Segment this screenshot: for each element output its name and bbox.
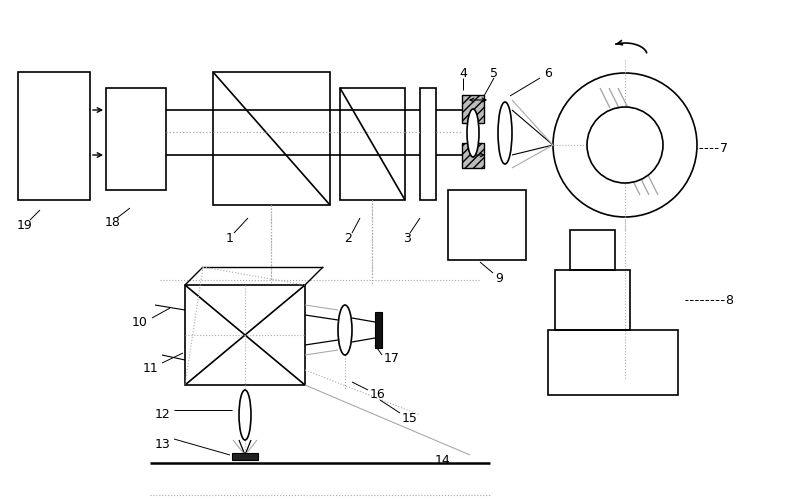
Bar [232,453,258,460]
Ellipse shape [338,305,352,355]
Text: 3: 3 [403,231,411,244]
Text: 5: 5 [490,67,498,80]
Bar [106,88,166,190]
Circle shape [587,107,663,183]
Bar [462,143,484,168]
Text: 12: 12 [154,408,170,421]
Ellipse shape [239,390,251,440]
Bar [570,230,615,270]
Text: 18: 18 [105,215,121,228]
Bar [185,285,305,385]
Bar [555,270,630,330]
Bar [340,88,405,200]
Text: 6: 6 [544,67,552,80]
Text: 15: 15 [402,411,418,424]
Text: 14: 14 [435,453,450,466]
Text: 2: 2 [344,231,352,244]
Text: 13: 13 [154,437,170,450]
Text: 16: 16 [370,388,386,401]
Bar [375,312,382,348]
Text: 8: 8 [725,294,733,307]
Text: 11: 11 [142,362,158,375]
Bar [420,88,436,200]
Text: 4: 4 [459,67,467,80]
Bar [213,72,330,205]
Text: 9: 9 [495,272,503,285]
Bar [448,190,526,260]
Bar [462,95,484,123]
Bar [548,330,678,395]
Text: 1: 1 [226,231,234,244]
Ellipse shape [498,102,512,164]
Text: 19: 19 [17,218,33,231]
Ellipse shape [467,109,479,157]
Text: 17: 17 [384,352,400,365]
Circle shape [553,73,697,217]
Text: 10: 10 [132,316,148,329]
Bar [18,72,90,200]
Text: 7: 7 [720,141,728,154]
